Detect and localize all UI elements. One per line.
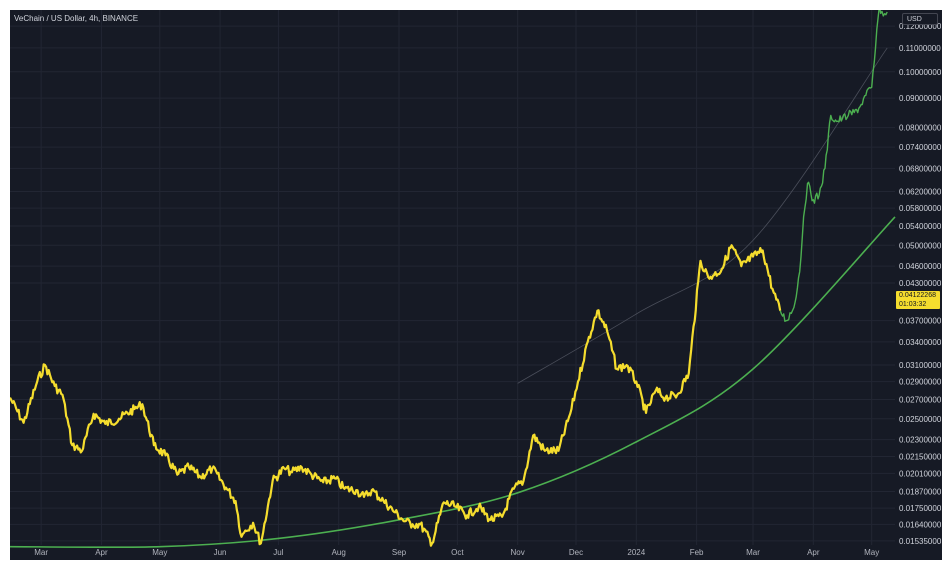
y-tick-label: 0.10000000 (899, 68, 942, 77)
x-tick-label: May (152, 548, 167, 557)
y-tick-label: 0.06200000 (899, 187, 942, 196)
symbol-title: VeChain / US Dollar, 4h, BINANCE (14, 14, 139, 23)
y-tick-label: 0.04600000 (899, 262, 942, 271)
y-axis: 0.12000000 0.11000000 0.10000000 0.09000000… (899, 22, 942, 546)
y-tick-label: 0.06800000 (899, 164, 942, 173)
x-tick-label: Aug (332, 548, 346, 557)
y-tick-label: 0.02010000 (899, 469, 942, 478)
y-tick-label: 0.02900000 (899, 378, 942, 387)
y-tick-label: 0.09000000 (899, 94, 942, 103)
y-tick-label: 0.05400000 (899, 222, 942, 231)
chart-frame: 0.12000000 0.11000000 0.10000000 0.09000000… (10, 10, 942, 560)
y-tick-label: 0.07400000 (899, 143, 942, 152)
y-tick-label: 0.04300000 (899, 279, 942, 288)
price-series (10, 10, 888, 547)
x-tick-label: Mar (34, 548, 48, 557)
x-tick-label: Jul (273, 548, 283, 557)
x-tick-label: Sep (392, 548, 407, 557)
y-tick-label: 0.01750000 (899, 504, 942, 513)
y-tick-label: 0.02300000 (899, 436, 942, 445)
y-tick-label: 0.11000000 (899, 44, 941, 53)
last-price-value: 0.04122268 (899, 292, 936, 299)
x-tick-label: May (864, 548, 879, 557)
grid-lines (10, 10, 895, 545)
x-axis: Mar Apr May Jun Jul Aug Sep Oct Nov Dec 2024 Feb Mar… (34, 548, 879, 557)
x-tick-label: 2024 (627, 548, 645, 557)
y-tick-label: 0.05000000 (899, 241, 942, 250)
y-tick-label: 0.08000000 (899, 124, 942, 133)
y-tick-label: 0.01640000 (899, 520, 942, 529)
y-tick-label: 0.02150000 (899, 453, 942, 462)
y-tick-label: 0.12000000 (899, 22, 942, 31)
x-tick-label: Apr (95, 548, 108, 557)
price-chart[interactable]: 0.12000000 0.11000000 0.10000000 0.09000000… (10, 10, 942, 560)
x-tick-label: Jun (214, 548, 227, 557)
y-tick-label: 0.03700000 (899, 317, 942, 326)
y-tick-label: 0.05800000 (899, 204, 942, 213)
x-tick-label: Feb (690, 548, 704, 557)
y-tick-label: 0.03400000 (899, 338, 942, 347)
price-line-green (779, 10, 888, 322)
x-tick-label: Nov (511, 548, 525, 557)
trend-curves (10, 47, 896, 549)
x-tick-label: Mar (746, 548, 760, 557)
x-tick-label: Oct (451, 548, 464, 557)
x-tick-label: Apr (807, 548, 820, 557)
currency-button[interactable]: USD (902, 13, 938, 25)
last-price-tag: 0.04122268 01:03:32 (896, 291, 940, 309)
x-tick-label: Dec (569, 548, 583, 557)
bar-countdown: 01:03:32 (899, 301, 927, 308)
y-tick-label: 0.03100000 (899, 361, 942, 370)
y-tick-label: 0.02700000 (899, 396, 942, 405)
y-tick-label: 0.02500000 (899, 415, 942, 424)
y-tick-label: 0.01535000 (899, 537, 942, 546)
support-curve (10, 216, 896, 549)
price-line-yellow (10, 244, 782, 547)
y-tick-label: 0.01870000 (899, 487, 942, 496)
